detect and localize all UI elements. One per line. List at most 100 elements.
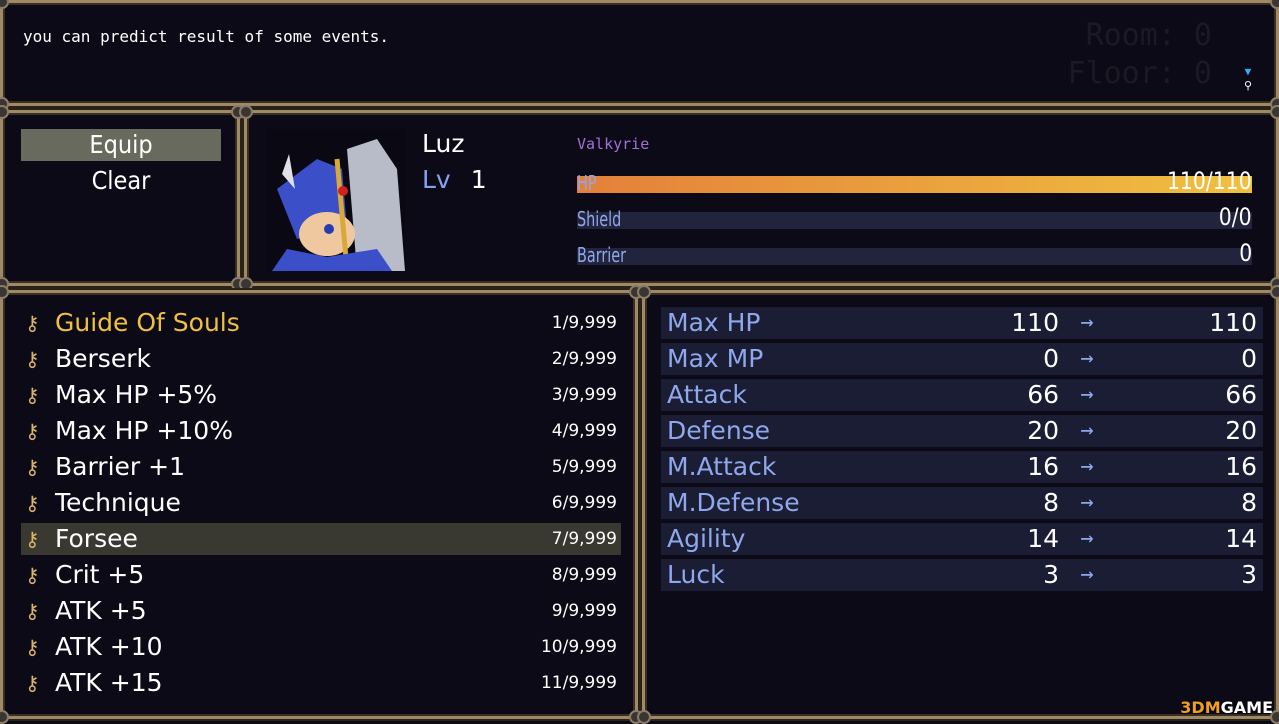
frame-ornament	[0, 105, 9, 119]
stat-current: 66	[1027, 380, 1059, 409]
frame-ornament	[239, 105, 253, 119]
stat-row: Agility 14 → 14	[661, 523, 1263, 555]
stat-new: 0	[1241, 344, 1257, 373]
skill-scroll-icon: ⚷	[25, 311, 40, 335]
item-row[interactable]: ⚷ Crit +5 8/9,999	[21, 559, 621, 591]
item-row[interactable]: ⚷ ATK +10 10/9,999	[21, 631, 621, 663]
stat-row: Max MP 0 → 0	[661, 343, 1263, 375]
stat-row: Max HP 110 → 110	[661, 307, 1263, 339]
skill-scroll-icon: ⚷	[25, 383, 40, 407]
arrow-right-icon: →	[1080, 418, 1094, 443]
item-row[interactable]: ⚷ Berserk 2/9,999	[21, 343, 621, 375]
frame-ornament	[1270, 105, 1279, 119]
frame-ornament	[1270, 0, 1279, 9]
stat-row: Luck 3 → 3	[661, 559, 1263, 591]
hp-gauge: HP 110/110	[577, 161, 1252, 197]
stat-row: M.Defense 8 → 8	[661, 487, 1263, 519]
arrow-right-icon: →	[1080, 454, 1094, 479]
item-row[interactable]: ⚷ Forsee 7/9,999	[21, 523, 621, 555]
stat-row: Defense 20 → 20	[661, 415, 1263, 447]
hp-label: HP	[577, 171, 597, 195]
item-name: Guide Of Souls	[55, 308, 240, 337]
command-window: Equip Clear	[0, 105, 245, 291]
actor-name: Luz	[422, 129, 465, 158]
arrow-right-icon: →	[1080, 562, 1094, 587]
item-name: Berserk	[55, 344, 151, 373]
item-count: 8/9,999	[551, 565, 617, 585]
stat-row: M.Attack 16 → 16	[661, 451, 1263, 483]
message-text: you can predict result of some events.	[23, 27, 390, 46]
arrow-right-icon: →	[1080, 346, 1094, 371]
item-name: ATK +15	[55, 668, 163, 697]
command-equip[interactable]: Equip	[21, 129, 221, 161]
stat-current: 16	[1027, 452, 1059, 481]
item-row[interactable]: ⚷ Guide Of Souls 1/9,999	[21, 307, 621, 339]
stat-current: 110	[1011, 308, 1059, 337]
item-row[interactable]: ⚷ Technique 6/9,999	[21, 487, 621, 519]
skill-scroll-icon: ⚷	[25, 491, 40, 515]
frame-ornament	[0, 710, 9, 724]
stat-compare-window: Max HP 110 → 110 Max MP 0 → 0 Attack 66 → 66 Defense…	[637, 285, 1279, 724]
skill-scroll-icon: ⚷	[25, 347, 40, 371]
item-count: 9/9,999	[551, 601, 617, 621]
stat-name: Defense	[667, 416, 771, 445]
stat-new: 110	[1209, 308, 1257, 337]
item-count: 7/9,999	[551, 529, 617, 549]
stat-new: 16	[1225, 452, 1257, 481]
stat-name: Max HP	[667, 308, 761, 337]
stat-name: M.Attack	[667, 452, 777, 481]
shield-gauge: Shield 0/0	[577, 197, 1252, 233]
item-count: 1/9,999	[551, 313, 617, 333]
skill-scroll-icon: ⚷	[25, 671, 40, 695]
hp-value: 110/110	[1167, 167, 1252, 195]
item-count: 5/9,999	[551, 457, 617, 477]
stat-current: 8	[1043, 488, 1059, 517]
item-name: Crit +5	[55, 560, 145, 589]
item-name: Max HP +10%	[55, 416, 233, 445]
skill-scroll-icon: ⚷	[25, 599, 40, 623]
command-clear[interactable]: Clear	[91, 166, 151, 195]
frame-ornament	[0, 285, 9, 299]
item-name: Forsee	[55, 524, 138, 553]
skill-scroll-icon: ⚷	[25, 455, 40, 479]
stat-current: 0	[1043, 344, 1059, 373]
item-count: 11/9,999	[540, 673, 617, 693]
arrow-right-icon: →	[1080, 490, 1094, 515]
stat-current: 3	[1043, 560, 1059, 589]
stat-new: 14	[1225, 524, 1257, 553]
item-row[interactable]: ⚷ ATK +5 9/9,999	[21, 595, 621, 627]
stat-current: 14	[1027, 524, 1059, 553]
room-label: Room: 0	[1085, 18, 1212, 53]
item-row[interactable]: ⚷ Max HP +10% 4/9,999	[21, 415, 621, 447]
frame-ornament	[637, 285, 651, 299]
barrier-value: 0	[1239, 239, 1252, 267]
stat-row: Attack 66 → 66	[661, 379, 1263, 411]
actor-level: Lv 1	[422, 165, 487, 194]
item-row[interactable]: ⚷ Barrier +1 5/9,999	[21, 451, 621, 483]
item-count: 3/9,999	[551, 385, 617, 405]
arrow-right-icon: →	[1080, 382, 1094, 407]
stat-name: Attack	[667, 380, 747, 409]
level-label: Lv	[422, 165, 451, 194]
barrier-gauge: Barrier 0	[577, 233, 1252, 269]
frame-ornament	[1270, 285, 1279, 299]
skill-scroll-icon: ⚷	[25, 527, 40, 551]
item-count: 10/9,999	[540, 637, 617, 657]
item-name: Technique	[55, 488, 181, 517]
item-row[interactable]: ⚷ Max HP +5% 3/9,999	[21, 379, 621, 411]
watermark-logo: 3DMGAME	[1180, 698, 1273, 717]
item-name: ATK +5	[55, 596, 147, 625]
item-count: 2/9,999	[551, 349, 617, 369]
stat-name: Agility	[667, 524, 746, 553]
stat-name: Luck	[667, 560, 725, 589]
item-count: 6/9,999	[551, 493, 617, 513]
message-window: you can predict result of some events. R…	[0, 0, 1279, 111]
stat-new: 8	[1241, 488, 1257, 517]
barrier-label: Barrier	[577, 243, 627, 267]
item-row[interactable]: ⚷ ATK +15 11/9,999	[21, 667, 621, 699]
actor-class: Valkyrie	[577, 135, 650, 153]
continue-arrow-icon[interactable]: ▼ ⚲	[1243, 65, 1252, 92]
item-name: ATK +10	[55, 632, 163, 661]
shield-label: Shield	[577, 207, 622, 231]
level-value: 1	[470, 165, 487, 194]
